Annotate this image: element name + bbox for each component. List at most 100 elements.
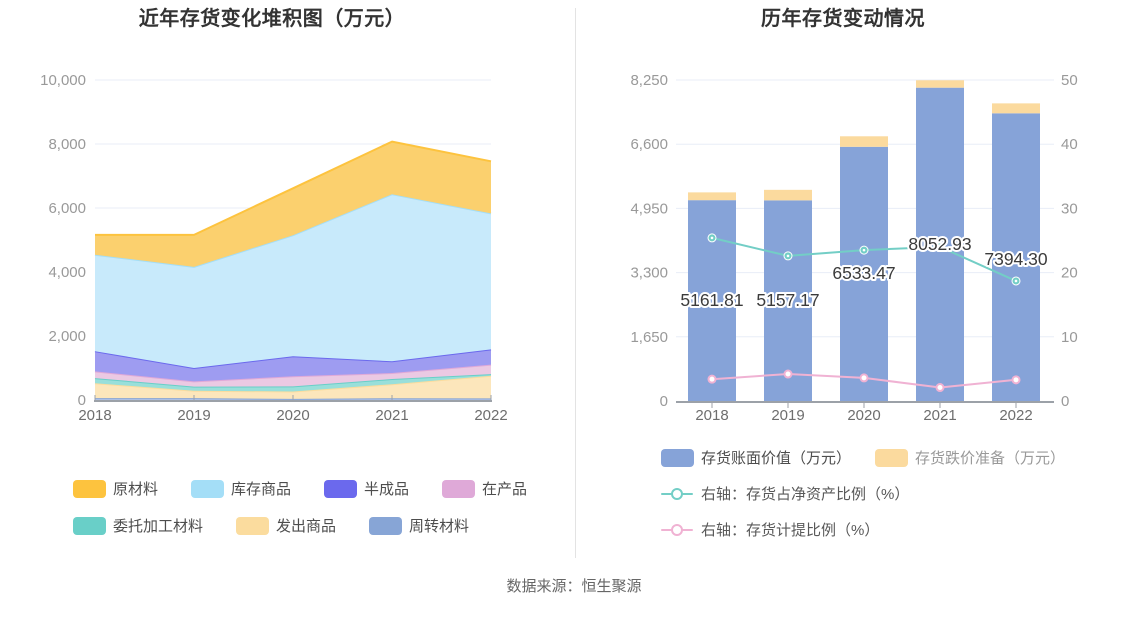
right-axis-tick-label: 40 <box>1061 136 1078 153</box>
x-tick-label: 2020 <box>847 407 880 424</box>
legend-item[interactable]: 发出商品 <box>236 515 336 536</box>
right-chart-title: 历年存货变动情况 <box>761 8 925 30</box>
x-tick-label: 2022 <box>474 407 507 424</box>
data-source-caption: 数据来源：恒生聚源 <box>506 578 642 595</box>
right-legend-row-2: 右轴：存货占净资产比例（%） <box>661 483 909 504</box>
provision-ratio-marker <box>783 369 793 379</box>
bar-value-label: 5161.81 <box>680 290 743 310</box>
left-chart-title: 近年存货变化堆积图（万元） <box>138 8 406 30</box>
right-axis-tick-label: 50 <box>1061 72 1078 89</box>
area-series-3 <box>95 364 491 387</box>
x-tick-label: 2019 <box>771 407 804 424</box>
legend-swatch-icon <box>369 516 403 535</box>
bar-value-label: 8052.93 <box>908 234 971 254</box>
x-tick-label: 2018 <box>695 407 728 424</box>
net-asset-ratio-marker-dot <box>862 248 866 252</box>
x-tick-label: 2020 <box>276 407 309 424</box>
y-tick-label: 8,000 <box>48 136 86 153</box>
area-series-1 <box>95 194 491 368</box>
bar-book-value <box>764 200 812 401</box>
left-axis-tick-label: 6,600 <box>630 136 668 153</box>
legend-swatch-icon <box>442 479 476 498</box>
x-tick-label: 2021 <box>923 407 956 424</box>
legend-item[interactable]: 周转材料 <box>369 515 469 536</box>
right-axis-tick-label: 0 <box>1061 393 1069 410</box>
net-asset-ratio-marker-dot <box>938 245 942 249</box>
legend-swatch-icon <box>324 479 358 498</box>
y-tick-label: 10,000 <box>40 72 86 89</box>
y-tick-label: 2,000 <box>48 328 86 345</box>
legend-swatch-icon <box>73 516 106 535</box>
right-axis-tick-label: 20 <box>1061 265 1078 282</box>
legend-item[interactable]: 存货账面价值（万元） <box>661 447 851 468</box>
legend-label: 库存商品 <box>231 481 292 498</box>
bar-value-label: 6533.47 <box>832 263 895 283</box>
legend-line-marker-icon <box>661 523 693 536</box>
net-asset-ratio-marker-dot <box>786 254 790 258</box>
bar-book-value <box>992 113 1040 402</box>
legend-label: 委托加工材料 <box>113 518 204 535</box>
legend-line-marker-icon <box>661 487 693 500</box>
legend-item[interactable]: 原材料 <box>73 478 158 499</box>
legend-item[interactable]: 右轴：存货占净资产比例（%） <box>661 483 909 504</box>
legend-item[interactable]: 存货跌价准备（万元） <box>875 447 1065 468</box>
legend-item[interactable]: 半成品 <box>324 478 409 499</box>
provision-ratio-marker <box>707 374 717 384</box>
left-axis-tick-label: 8,250 <box>630 72 668 89</box>
bar-depreciation-cap <box>916 80 964 88</box>
area-series-5 <box>95 375 491 399</box>
net-asset-ratio-marker-dot <box>1014 279 1018 283</box>
x-tick-label: 2022 <box>999 407 1032 424</box>
legend-item[interactable]: 右轴：存货计提比例（%） <box>661 519 879 540</box>
provision-ratio-marker <box>935 383 945 393</box>
provision-ratio-marker <box>859 373 869 383</box>
legend-label: 发出商品 <box>276 518 337 535</box>
legend-swatch-icon <box>661 448 694 467</box>
legend-item[interactable]: 库存商品 <box>191 478 291 499</box>
left-axis-tick-label: 4,950 <box>630 200 668 217</box>
right-legend-row-3: 右轴：存货计提比例（%） <box>661 519 879 540</box>
area-topline-series-0 <box>95 140 492 236</box>
bar-depreciation-cap <box>992 103 1040 114</box>
y-tick-label: 4,000 <box>48 264 86 281</box>
legend-label: 在产品 <box>482 481 528 498</box>
legend-item[interactable]: 委托加工材料 <box>73 515 203 536</box>
left-legend-row-1: 原材料 库存商品 半成品 在产品 <box>73 478 527 499</box>
bar-depreciation-cap <box>764 189 812 201</box>
chart-divider <box>575 8 576 558</box>
y-tick-label: 6,000 <box>48 200 86 217</box>
right-axis-tick-label: 10 <box>1061 329 1078 346</box>
area-series-2 <box>95 349 491 382</box>
left-axis-tick-label: 3,300 <box>630 265 668 282</box>
x-tick-label: 2019 <box>177 407 210 424</box>
left-legend-row-2: 委托加工材料 发出商品 周转材料 <box>73 515 469 536</box>
legend-label: 存货跌价准备（万元） <box>915 450 1066 467</box>
legend-swatch-icon <box>875 448 909 467</box>
right-axis-tick-label: 30 <box>1061 200 1078 217</box>
y-tick-label: 0 <box>78 392 86 409</box>
left-axis-tick-label: 0 <box>660 393 668 410</box>
legend-label: 周转材料 <box>409 518 470 535</box>
provision-ratio-marker <box>1011 375 1021 385</box>
bar-depreciation-cap <box>688 192 736 201</box>
legend-label: 存货账面价值（万元） <box>701 450 852 467</box>
bar-depreciation-cap <box>840 136 888 147</box>
legend-ring-icon <box>671 487 683 500</box>
legend-swatch-icon <box>236 516 270 535</box>
bar-value-label: 7394.30 <box>984 249 1048 269</box>
legend-label: 右轴：存货计提比例（%） <box>701 522 880 539</box>
x-tick-label: 2018 <box>78 407 111 424</box>
right-legend-row-1: 存货账面价值（万元） 存货跌价准备（万元） <box>661 447 1065 468</box>
bar-book-value <box>840 146 888 401</box>
bar-value-label: 5157.17 <box>756 290 819 310</box>
legend-swatch-icon <box>73 479 106 498</box>
net-asset-ratio-marker-dot <box>710 236 714 240</box>
legend-label: 半成品 <box>364 481 410 498</box>
legend-label: 右轴：存货占净资产比例（%） <box>701 486 910 503</box>
legend-label: 原材料 <box>113 481 159 498</box>
x-tick-label: 2021 <box>375 407 408 424</box>
legend-ring-icon <box>671 523 683 536</box>
legend-item[interactable]: 在产品 <box>442 478 527 499</box>
